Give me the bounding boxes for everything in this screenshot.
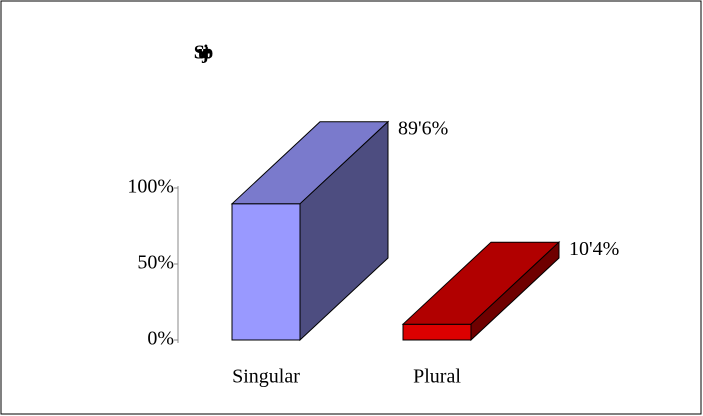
y-tick-label: 50% [137, 252, 174, 274]
bar [230, 120, 390, 342]
x-tick-label: Singular [232, 366, 300, 388]
bar-side [299, 120, 389, 342]
bar-side [470, 241, 560, 342]
x-tick-label: Plural [413, 366, 461, 388]
y-tick-label: 0% [147, 328, 174, 350]
bar [401, 241, 561, 342]
y-tick-label: 100% [127, 176, 174, 198]
data-label: 10'4% [569, 238, 619, 260]
bar-front [402, 323, 472, 341]
data-label: 89'6% [398, 117, 448, 139]
bar-front [231, 203, 301, 341]
